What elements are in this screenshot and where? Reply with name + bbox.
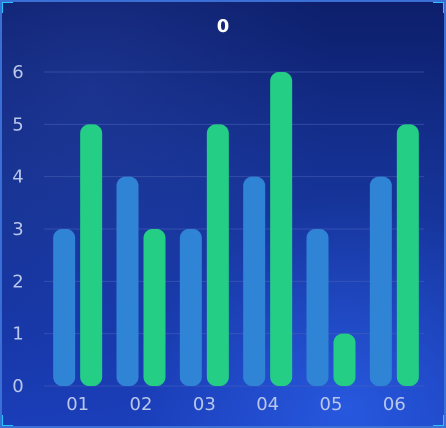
corner-accent-top-left: [2, 2, 13, 13]
bar-01-series-1[interactable]: [53, 229, 76, 386]
x-tick-label: 01: [66, 394, 89, 415]
y-tick-label: 6: [12, 62, 23, 83]
corner-accent-top-right: [433, 2, 444, 13]
x-tick-label: 05: [320, 394, 343, 415]
y-tick-label: 2: [12, 271, 23, 292]
bar-03-series-2[interactable]: [206, 124, 229, 386]
bar-04-series-1[interactable]: [243, 176, 266, 386]
bar-01-series-2[interactable]: [80, 124, 103, 386]
x-tick-label: 03: [193, 394, 216, 415]
x-axis-ticks: 01 02 03 04 05 06: [66, 394, 406, 415]
y-tick-label: 1: [12, 324, 23, 345]
y-tick-label: 0: [12, 376, 23, 397]
x-tick-label: 04: [256, 394, 279, 415]
bar-03-series-1[interactable]: [179, 229, 202, 386]
bar-05-series-1[interactable]: [306, 229, 329, 386]
bar-02-series-1[interactable]: [116, 176, 139, 386]
y-tick-label: 4: [12, 167, 23, 188]
bar-02-series-2[interactable]: [143, 229, 166, 386]
corner-accent-bottom-right: [433, 415, 444, 426]
corner-accent-bottom-left: [2, 415, 13, 426]
x-tick-label: 06: [383, 394, 406, 415]
y-tick-label: 5: [12, 114, 23, 135]
x-tick-label: 02: [130, 394, 153, 415]
chart-title: 0: [216, 16, 230, 37]
grid-lines: [44, 71, 424, 387]
bar-06-series-1[interactable]: [369, 176, 392, 386]
bars: [53, 72, 419, 386]
y-tick-label: 3: [12, 219, 23, 240]
bar-05-series-2[interactable]: [333, 333, 356, 386]
bar-04-series-2[interactable]: [270, 72, 293, 386]
y-axis-ticks: 0 1 2 3 4 5 6: [12, 62, 23, 397]
bar-06-series-2[interactable]: [396, 124, 419, 386]
